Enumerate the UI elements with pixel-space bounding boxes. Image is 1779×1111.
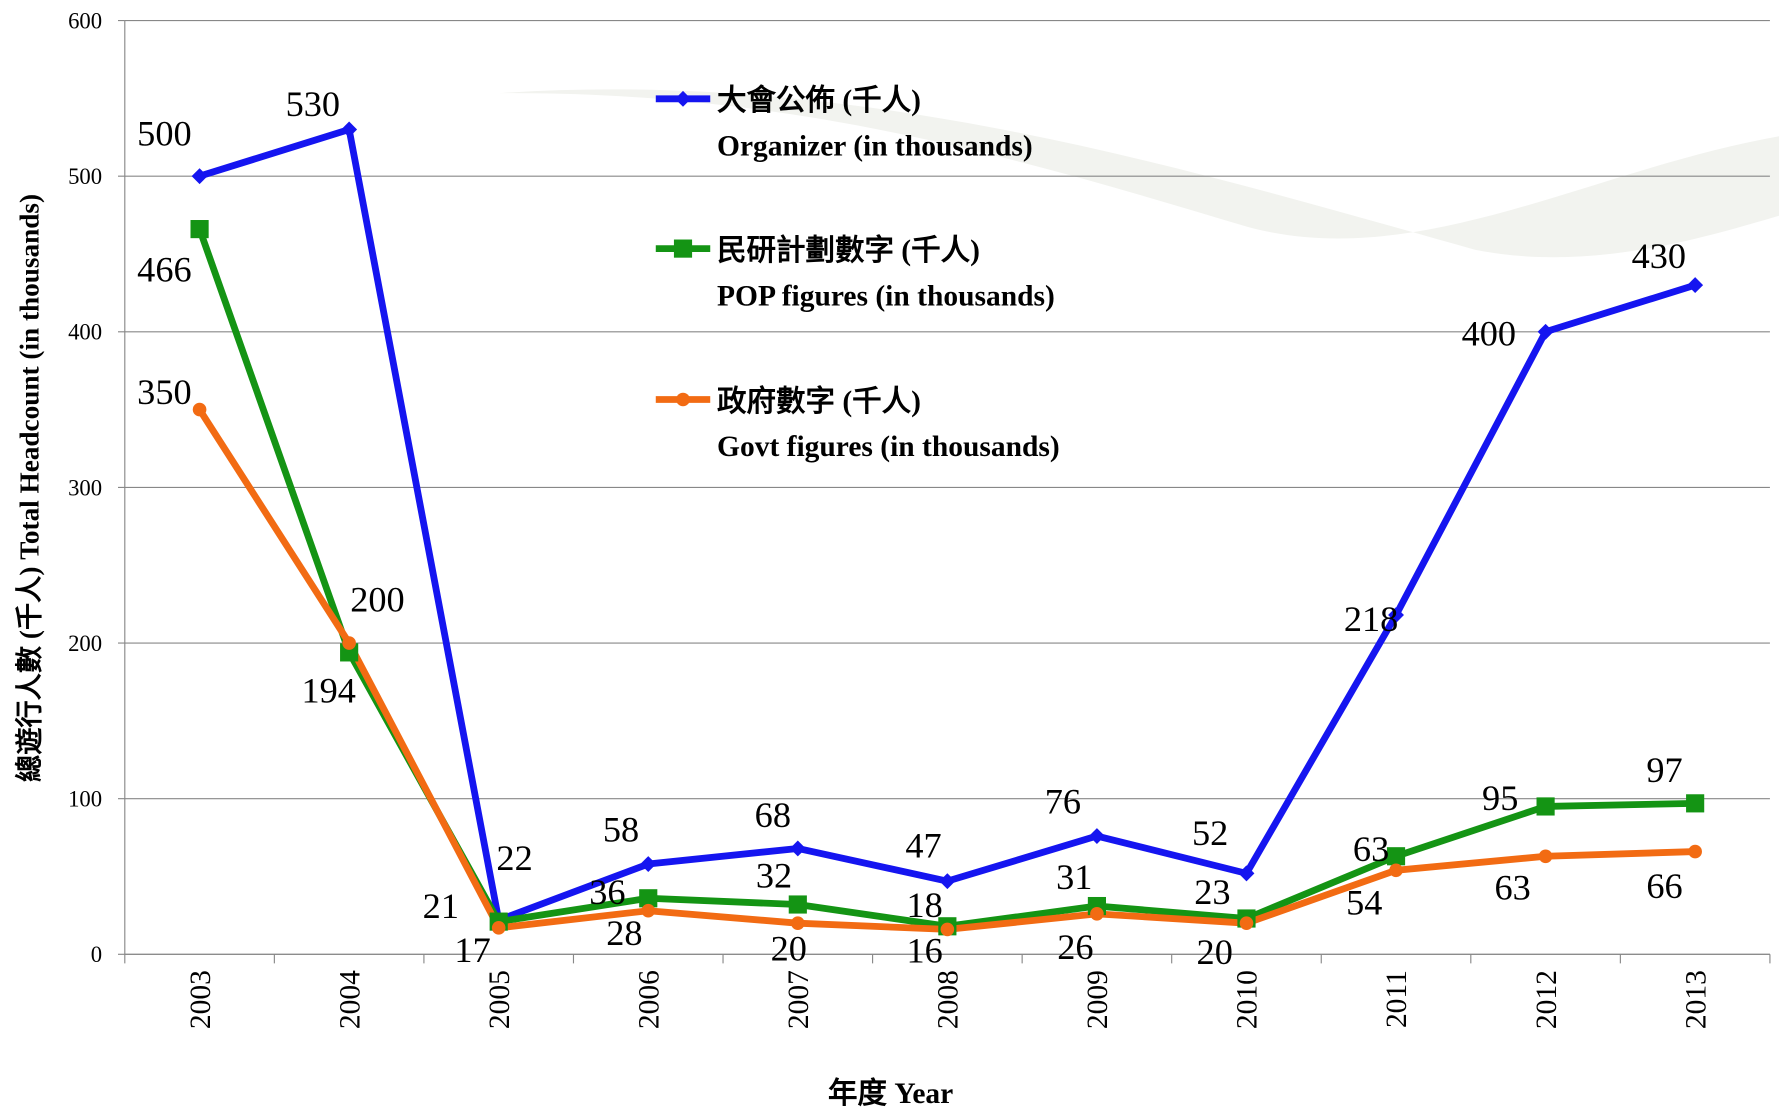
x-tick-label: 2009 <box>1082 970 1114 1029</box>
x-tick-label: 2003 <box>185 970 217 1029</box>
x-tick-label: 2013 <box>1680 970 1712 1029</box>
marker <box>788 895 807 914</box>
marker <box>341 121 358 138</box>
data-label: 400 <box>1462 313 1516 353</box>
x-tick-label: 2007 <box>783 970 815 1029</box>
marker <box>491 921 506 935</box>
y-tick-label: 0 <box>91 942 102 967</box>
y-tick-label: 400 <box>68 320 102 345</box>
data-label: 97 <box>1646 750 1682 790</box>
background-swoosh <box>499 89 1779 258</box>
data-label: 28 <box>606 913 642 953</box>
marker <box>939 873 956 890</box>
marker <box>639 889 658 908</box>
data-label: 218 <box>1344 599 1398 639</box>
y-axis-title: 總遊行人數 (千人) Total Headcount (in thousands… <box>14 194 45 782</box>
data-label: 76 <box>1045 781 1081 821</box>
data-label: 200 <box>350 579 404 619</box>
data-label: 21 <box>423 886 459 926</box>
data-label: 17 <box>454 930 490 970</box>
legend-label: 大會公佈 (千人) <box>717 83 921 117</box>
marker <box>1088 828 1105 844</box>
y-tick-label: 300 <box>68 475 102 500</box>
data-label: 31 <box>1056 857 1092 897</box>
data-label: 350 <box>137 372 191 412</box>
marker <box>1536 797 1555 816</box>
marker <box>641 903 656 918</box>
legend-label: 民研計劃數字 (千人) <box>717 233 980 267</box>
marker <box>673 239 693 258</box>
data-label: 95 <box>1482 778 1518 818</box>
marker <box>1686 794 1705 813</box>
data-label: 36 <box>589 872 625 912</box>
data-label: 430 <box>1632 236 1686 276</box>
marker <box>1389 863 1403 878</box>
marker <box>675 90 691 107</box>
marker <box>1238 865 1255 882</box>
data-label: 18 <box>907 885 943 925</box>
marker <box>1538 849 1553 864</box>
plot: 500 530 22 58 68 47 76 52 218 400 430 大會公佈 (千人) Orga… <box>137 83 1705 972</box>
data-label: 68 <box>755 795 791 835</box>
marker <box>1090 907 1104 921</box>
marker <box>1687 277 1704 294</box>
marker <box>342 636 356 650</box>
marker <box>940 922 955 937</box>
x-axis-title: 年度 Year <box>828 1077 953 1110</box>
y-tick-label: 500 <box>68 164 102 189</box>
y-tick-label: 600 <box>68 8 102 33</box>
data-label: 52 <box>1192 813 1228 853</box>
x-tick-label: 2011 <box>1381 970 1413 1028</box>
data-label: 16 <box>907 930 943 970</box>
y-tick-label: 200 <box>68 631 102 656</box>
x-tick-label: 2004 <box>334 970 366 1029</box>
marker <box>789 840 806 857</box>
data-label: 23 <box>1194 872 1230 912</box>
x-tick-label: 2008 <box>933 970 965 1029</box>
x-tick-label: 2006 <box>633 970 665 1029</box>
data-label: 63 <box>1495 867 1531 907</box>
marker <box>1386 847 1406 866</box>
marker <box>1239 916 1254 930</box>
legend-sublabel: Govt figures (in thousands) <box>717 431 1060 463</box>
data-label: 32 <box>756 855 792 895</box>
data-label: 22 <box>496 838 532 878</box>
data-label: 66 <box>1646 866 1682 906</box>
x-tick-label: 2005 <box>484 970 516 1029</box>
data-label: 26 <box>1057 927 1093 967</box>
x-tick-label: 2010 <box>1232 970 1264 1029</box>
x-tick-label: 2012 <box>1531 970 1563 1029</box>
data-label: 530 <box>286 84 340 124</box>
marker <box>192 402 207 417</box>
legend-sublabel: POP figures (in thousands) <box>717 280 1055 312</box>
data-label: 194 <box>301 670 355 710</box>
data-label: 63 <box>1353 829 1389 869</box>
data-label: 47 <box>905 825 941 865</box>
marker <box>676 392 690 407</box>
legend-label: 政府數字 (千人) <box>717 384 921 418</box>
data-label: 500 <box>137 114 191 154</box>
legend-sublabel: Organizer (in thousands) <box>717 131 1033 163</box>
data-label: 466 <box>137 249 191 289</box>
marker <box>190 220 209 239</box>
marker <box>191 168 208 185</box>
data-label: 58 <box>603 809 639 849</box>
marker <box>790 916 805 930</box>
data-label: 20 <box>771 929 807 969</box>
y-tick-label: 100 <box>68 787 102 812</box>
data-label: 54 <box>1346 883 1382 923</box>
marker <box>1688 844 1702 859</box>
data-label: 20 <box>1197 932 1233 972</box>
